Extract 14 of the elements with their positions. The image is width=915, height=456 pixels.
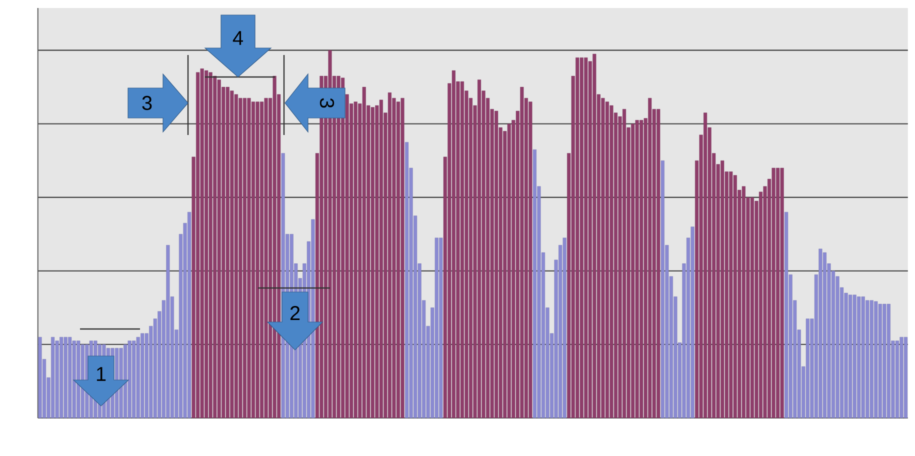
- annotation: 3: [320, 98, 334, 108]
- annotation: 3: [142, 96, 152, 110]
- bar: [904, 337, 908, 418]
- bar: [784, 212, 788, 418]
- bar: [400, 98, 404, 418]
- annotation: 2: [290, 306, 300, 320]
- text: 4: [232, 31, 243, 45]
- bar: [562, 238, 566, 418]
- annotation: 1: [96, 367, 106, 381]
- bar: [256, 102, 260, 418]
- bar: [780, 168, 784, 418]
- bar: [38, 337, 42, 418]
- bar: [690, 226, 694, 418]
- bar: [405, 142, 409, 418]
